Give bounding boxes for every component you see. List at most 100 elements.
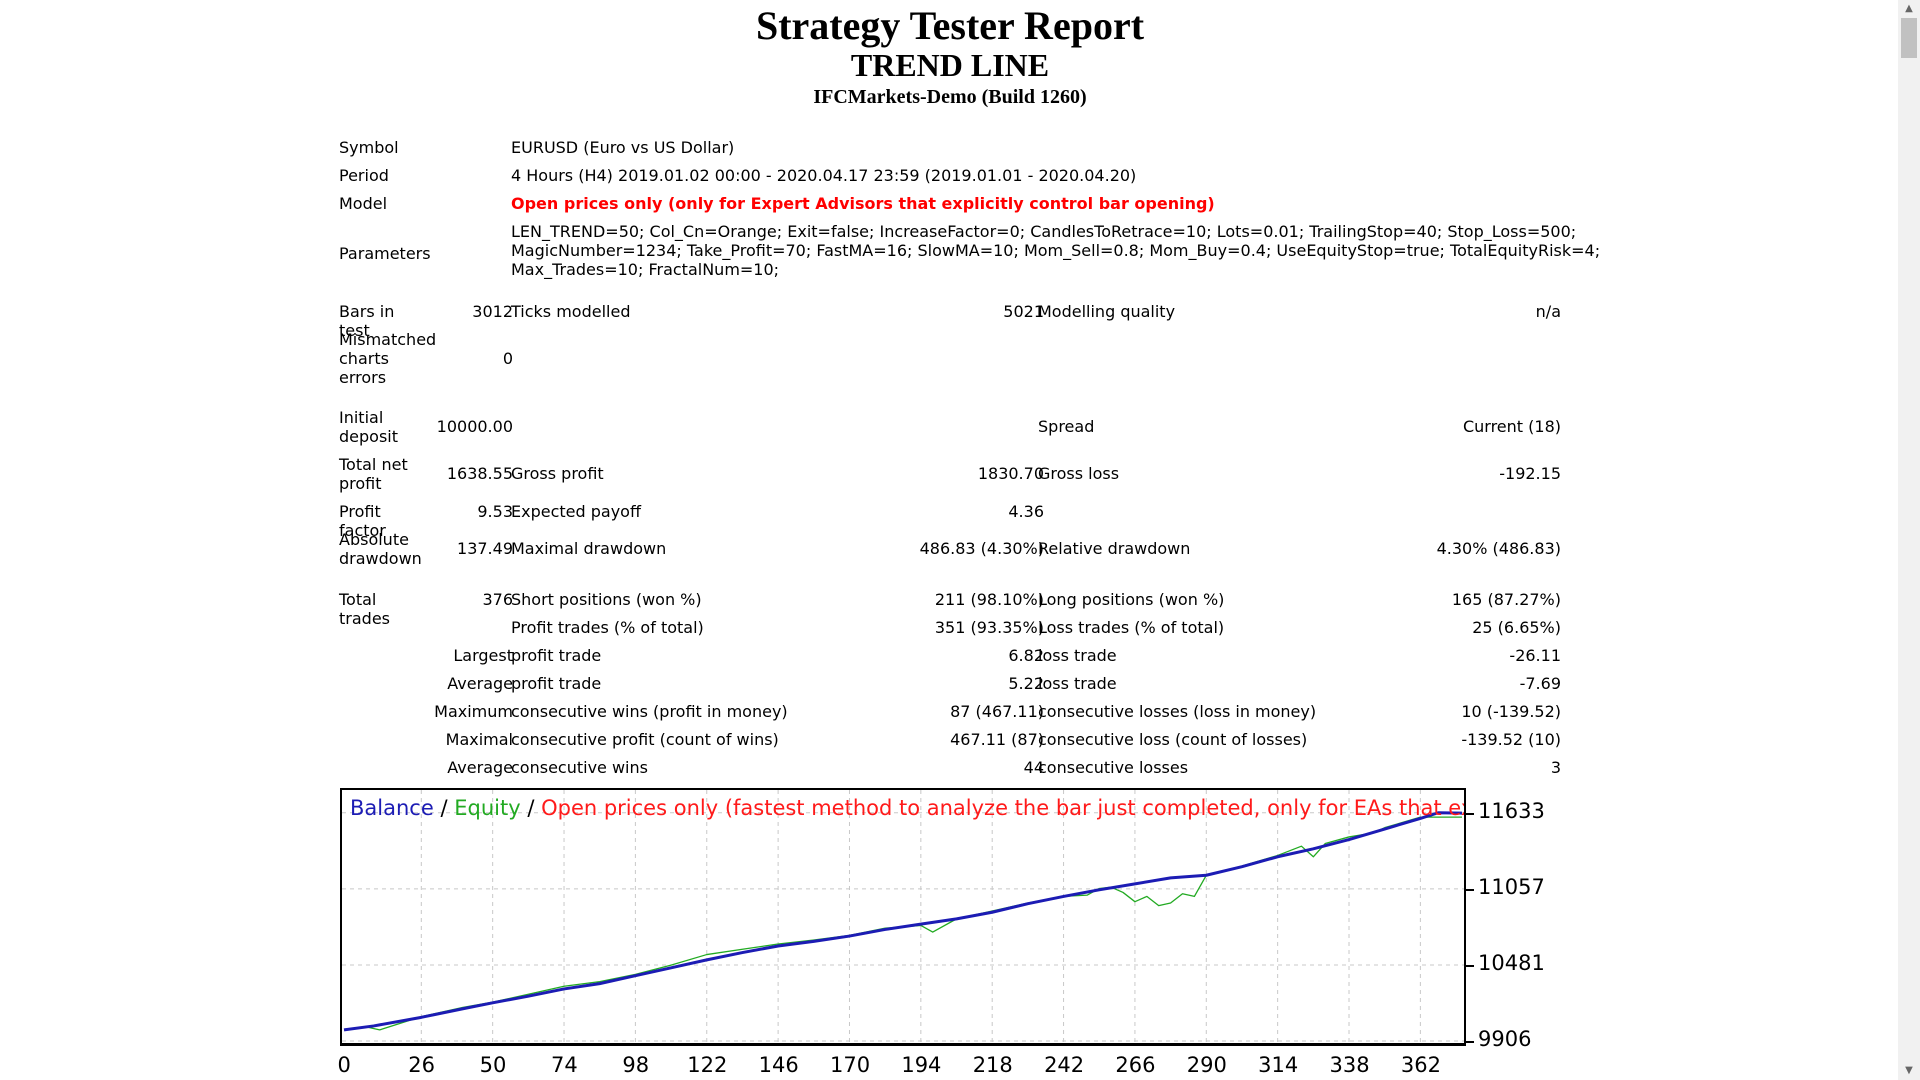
ptrades-value: 351 (93.35%) [934,618,1044,637]
netprofit-value: 1638.55 [446,464,513,483]
period-label: Period [339,166,389,185]
parameters-line-1: LEN_TREND=50; Col_Cn=Orange; Exit=false;… [511,222,1577,241]
trades-label: Total trades [339,590,390,628]
legend-separator: / [440,796,448,820]
parameters-line-3: Max_Trades=10; FractalNum=10; [511,260,780,279]
x-tick-label: 146 [758,1053,799,1077]
avg-wins-value: 44 [1023,758,1044,777]
maximal-loss-label: consecutive loss (count of losses) [1038,730,1308,749]
x-tick-label: 242 [1044,1053,1085,1077]
average-profit-label: profit trade [511,674,602,693]
y-tick-label: 9906 [1478,1027,1532,1051]
y-tick-label: 11057 [1478,874,1545,899]
legend-separator: / [527,796,535,820]
average-label: Average [447,674,513,693]
long-label: Long positions (won %) [1038,590,1225,609]
largest-profit-label: profit trade [511,646,602,665]
grossloss-label: Gross loss [1038,464,1120,483]
short-value: 211 (98.10%) [934,590,1044,609]
pf-value: 9.53 [477,502,513,521]
pf-label: Profit factor [339,502,386,540]
server-build: IFCMarkets-Demo (Build 1260) [813,86,1087,108]
parameters-line-2: MagicNumber=1234; Take_Profit=70; FastMA… [511,241,1601,260]
grossprofit-value: 1830.70 [977,464,1044,483]
parameters-label: Parameters [339,244,431,263]
average-profit-value: 5.22 [1008,674,1044,693]
model-label: Model [339,194,388,213]
bars-value: 3012 [472,302,513,321]
x-tick-label: 266 [1115,1053,1156,1077]
largest-label: Largest [453,646,513,665]
x-tick-label: 50 [479,1053,507,1077]
avg2-label: Average [447,758,513,777]
absdd-value: 137.49 [457,539,513,558]
legend-equity: Equity [454,796,521,820]
x-tick-label: 338 [1329,1053,1370,1077]
x-tick-label: 74 [551,1053,578,1077]
y-tick-label: 10481 [1478,951,1545,975]
spread-label: Spread [1038,417,1095,436]
ticks-value: 5021 [1003,302,1044,321]
chart-legend: Balance / Equity / Open prices only (fas… [350,796,1464,820]
quality-value: n/a [1535,302,1561,321]
scroll-up-arrow-icon[interactable]: ▲ [1905,3,1913,14]
ptrades-label: Profit trades (% of total) [511,618,704,637]
max-losses-label: consecutive losses (loss in money) [1038,702,1317,721]
netprofit-label: Total net profit [339,455,408,493]
balance-line [343,811,1463,1032]
y-tick-label: 11633 [1478,798,1545,823]
reldd-value: 4.30% (486.83) [1436,539,1561,558]
y-tick-mark [1466,1041,1474,1043]
x-tick-label: 0 [337,1053,351,1077]
quality-label: Modelling quality [1038,302,1176,321]
maximal-loss-value: -139.52 (10) [1461,730,1561,749]
x-tick-label: 362 [1400,1053,1441,1077]
largest-profit-value: 6.82 [1008,646,1044,665]
x-tick-label: 290 [1186,1053,1227,1077]
balance-equity-chart: Balance / Equity / Open prices only (fas… [340,788,1466,1046]
bars-label: Bars in test [339,302,395,340]
max-losses-value: 10 (-139.52) [1461,702,1561,721]
avg-losses-value: 3 [1550,758,1561,777]
maxdd-label: Maximal drawdown [511,539,667,558]
short-label: Short positions (won %) [511,590,702,609]
x-tick-label: 122 [687,1053,728,1077]
grossprofit-label: Gross profit [511,464,604,483]
maximal-label: Maximal [445,730,513,749]
maximal-profit-label: consecutive profit (count of wins) [511,730,779,749]
ltrades-value: 25 (6.65%) [1472,618,1561,637]
x-tick-label: 314 [1258,1053,1299,1077]
grossloss-value: -192.15 [1499,464,1561,483]
deposit-label: Initial deposit [339,408,398,446]
symbol-label: Symbol [339,138,399,157]
x-tick-label: 98 [622,1053,650,1077]
x-tick-label: 194 [901,1053,942,1077]
largest-loss-label: loss trade [1038,646,1117,665]
reldd-label: Relative drawdown [1038,539,1191,558]
scroll-down-arrow-icon[interactable]: ▼ [1905,1065,1913,1076]
average-loss-value: -7.69 [1519,674,1561,693]
maximal-profit-value: 467.11 (87) [950,730,1044,749]
maximum-label: Maximum [434,702,513,721]
y-tick-mark [1466,812,1474,815]
ticks-label: Ticks modelled [511,302,631,321]
legend-description: Open prices only (fastest method to anal… [541,796,1464,820]
vertical-scrollbar[interactable]: ▲ ▼ [1898,0,1920,1080]
y-tick-mark [1466,888,1474,891]
legend-balance: Balance [350,796,434,820]
ltrades-label: Loss trades (% of total) [1038,618,1225,637]
mismatched-label: Mismatched charts errors [339,330,437,387]
mismatched-value: 0 [502,349,513,368]
y-tick-mark [1466,965,1474,967]
scroll-thumb[interactable] [1901,18,1917,58]
x-tick-label: 170 [829,1053,871,1077]
payoff-value: 4.36 [1008,502,1044,521]
period-value: 4 Hours (H4) 2019.01.02 00:00 - 2020.04.… [511,166,1137,185]
average-loss-label: loss trade [1038,674,1117,693]
max-wins-label: consecutive wins (profit in money) [511,702,788,721]
absdd-label: Absolute drawdown [339,530,422,568]
payoff-label: Expected payoff [511,502,641,521]
x-tick-label: 218 [972,1053,1013,1077]
symbol-value: EURUSD (Euro vs US Dollar) [511,138,735,157]
expert-name: TREND LINE [850,47,1050,83]
